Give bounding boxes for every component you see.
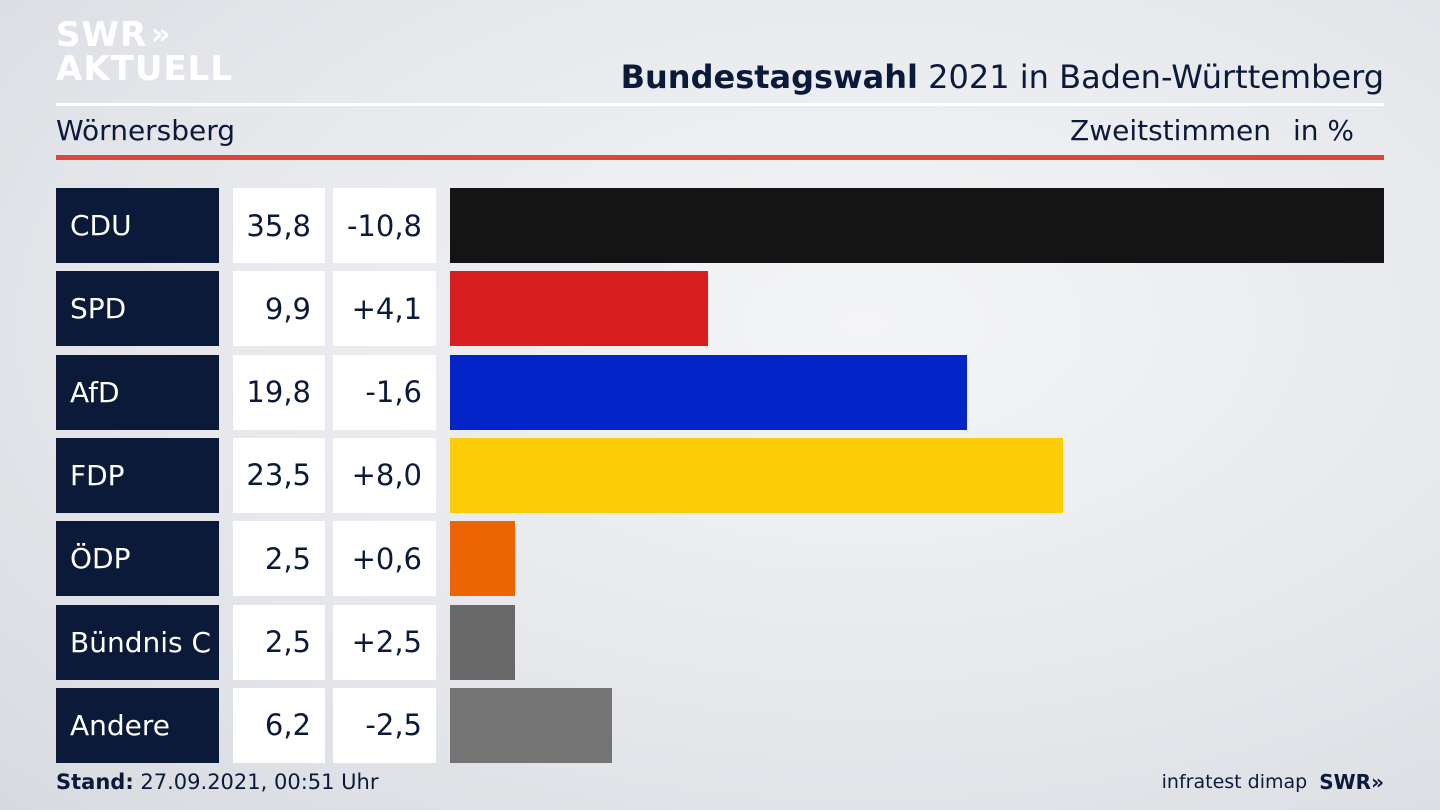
bar xyxy=(450,354,967,430)
timestamp: Stand: 27.09.2021, 00:51 Uhr xyxy=(56,770,379,794)
logo-swr: SWR xyxy=(56,15,148,55)
logo-aktuell: AKTUELL xyxy=(56,49,234,89)
region-label: Wörnersberg xyxy=(56,114,236,147)
bar-row: AfD 19,8 -1,6 xyxy=(56,354,1384,430)
bar xyxy=(450,437,1064,513)
diff-label: +2,5 xyxy=(333,604,436,680)
value-label: 35,8 xyxy=(233,188,325,263)
value-label: 2,5 xyxy=(233,604,325,680)
swr-brand: SWR» xyxy=(1319,770,1384,794)
party-label: Andere xyxy=(56,687,219,763)
diff-label: +0,6 xyxy=(333,521,436,597)
diff-label: -10,8 xyxy=(333,188,436,263)
bar-row: CDU 35,8 -10,8 xyxy=(56,188,1384,263)
chevrons-icon: » xyxy=(151,17,171,52)
bar-row: Bündnis C 2,5 +2,5 xyxy=(56,604,1384,680)
stand-value: 27.09.2021, 00:51 Uhr xyxy=(133,770,379,794)
bar xyxy=(450,687,612,763)
diff-label: +8,0 xyxy=(333,437,436,513)
bar-row: FDP 23,5 +8,0 xyxy=(56,437,1384,513)
divider-red xyxy=(56,155,1384,160)
party-label: ÖDP xyxy=(56,521,219,597)
source-text: infratest dimap xyxy=(1161,771,1308,793)
value-label: 23,5 xyxy=(233,437,325,513)
party-label: FDP xyxy=(56,437,219,513)
chart-title: Bundestagswahl 2021 in Baden-Württemberg xyxy=(621,58,1384,96)
party-label: AfD xyxy=(56,354,219,430)
swr-brand-text: SWR xyxy=(1319,770,1372,794)
measure-text: Zweitstimmen xyxy=(1070,114,1271,147)
bar-row: SPD 9,9 +4,1 xyxy=(56,271,1384,347)
party-label: CDU xyxy=(56,188,219,263)
divider-white xyxy=(56,103,1384,106)
diff-label: +4,1 xyxy=(333,271,436,347)
unit-text: in % xyxy=(1292,114,1354,147)
bar xyxy=(450,604,516,680)
bar-row: ÖDP 2,5 +0,6 xyxy=(56,521,1384,597)
diff-label: -1,6 xyxy=(333,354,436,430)
measure-label: Zweitstimmen in % xyxy=(1048,114,1354,147)
stand-label: Stand: xyxy=(56,770,134,794)
value-label: 19,8 xyxy=(233,354,325,430)
bar xyxy=(450,271,709,347)
bar xyxy=(450,521,516,597)
party-label: Bündnis C xyxy=(56,604,219,680)
title-rest: 2021 in Baden-Württemberg xyxy=(917,58,1384,96)
bar xyxy=(450,188,1384,263)
bar-row: Andere 6,2 -2,5 xyxy=(56,687,1384,763)
value-label: 6,2 xyxy=(233,687,325,763)
party-label: SPD xyxy=(56,271,219,347)
value-label: 9,9 xyxy=(233,271,325,347)
swr-aktuell-logo: SWR» AKTUELL xyxy=(56,15,234,89)
diff-label: -2,5 xyxy=(333,687,436,763)
title-bold: Bundestagswahl xyxy=(620,58,918,96)
value-label: 2,5 xyxy=(233,521,325,597)
source-credit: infratest dimap SWR» xyxy=(1162,770,1384,794)
